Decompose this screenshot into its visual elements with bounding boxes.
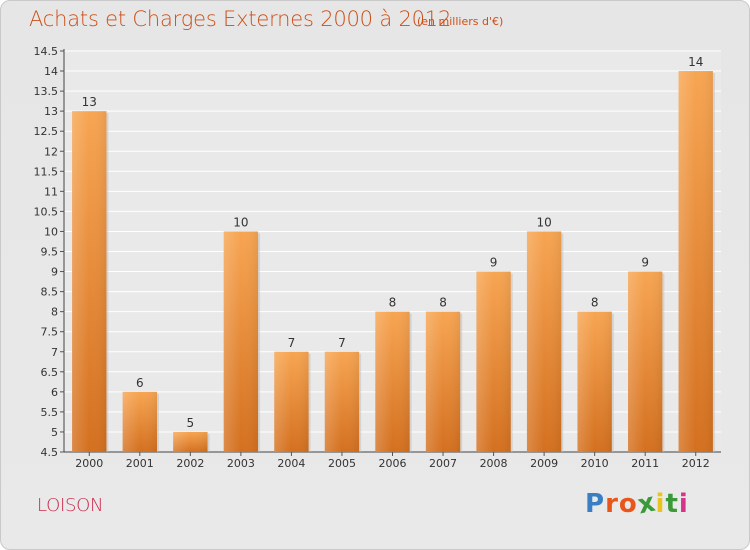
proxiti-logo: Proxiti <box>585 487 689 520</box>
chart-title: Achats et Charges Externes 2000 à 2012 <box>29 7 452 31</box>
y-tick-label: 9 <box>51 266 58 279</box>
y-tick-label: 6 <box>51 386 58 399</box>
y-tick-label: 6.5 <box>41 366 59 379</box>
bar-highlight <box>72 111 107 453</box>
bar-highlight <box>375 311 410 452</box>
y-tick-label: 14 <box>44 65 58 78</box>
bar-value-label: 14 <box>688 55 703 69</box>
x-tick-label: 2002 <box>176 457 204 470</box>
bar-highlight <box>577 311 612 452</box>
bar-value-label: 7 <box>338 336 346 350</box>
y-tick-label: 5.5 <box>41 406 59 419</box>
y-tick-label: 8.5 <box>41 286 59 299</box>
bar-highlight <box>122 391 157 452</box>
bar-value-label: 5 <box>187 416 195 430</box>
x-tick-label: 2005 <box>328 457 356 470</box>
y-tick-label: 14.5 <box>34 45 59 58</box>
logo-letter: r <box>605 489 619 519</box>
logo-letter: i <box>678 489 689 519</box>
bar-value-label: 9 <box>641 256 649 270</box>
bar-highlight <box>628 271 663 452</box>
y-tick-label: 9.5 <box>41 246 59 259</box>
logo-letter: i <box>655 489 666 519</box>
bar-2005 <box>324 351 362 452</box>
x-tick-label: 2011 <box>631 457 659 470</box>
y-tick-label: 7.5 <box>41 326 59 339</box>
y-tick-label: 10.5 <box>34 205 59 218</box>
logo-letter: o <box>618 489 638 519</box>
bar-value-label: 8 <box>591 296 599 310</box>
x-tick-label: 2001 <box>126 457 154 470</box>
x-tick-label: 2006 <box>379 457 407 470</box>
bar-2012 <box>678 71 715 453</box>
x-tick-label: 2004 <box>277 457 305 470</box>
y-tick-label: 13.5 <box>34 85 59 98</box>
axes: 4.5 5 5.5 6 6.5 7 7.5 8 8.5 9 9.5 10 10.5 11 11.5 12 12.… <box>34 45 721 470</box>
bars <box>72 71 715 453</box>
x-tick-label: 2008 <box>480 457 508 470</box>
chart-subtitle: (en milliers d'€) <box>417 15 504 28</box>
y-tick-label: 4.5 <box>41 446 59 459</box>
bar-2006 <box>375 311 412 452</box>
bar-highlight <box>425 311 461 452</box>
x-tick-label: 2003 <box>227 457 255 470</box>
bar-2001 <box>122 391 159 452</box>
bar-2011 <box>628 271 665 452</box>
bar-2008 <box>476 271 513 452</box>
bar-highlight <box>476 271 511 452</box>
x-tick-label: 2009 <box>530 457 558 470</box>
bar-2000 <box>72 111 109 453</box>
bar-2002 <box>173 431 210 452</box>
y-tick-label: 12 <box>44 145 58 158</box>
bar-highlight <box>678 71 713 453</box>
bar-highlight <box>526 231 562 452</box>
bar-value-label: 10 <box>233 215 248 229</box>
bar-2007 <box>425 311 463 452</box>
y-tick-label: 10 <box>44 225 58 238</box>
bar-2010 <box>577 311 614 452</box>
x-tick-label: 2010 <box>581 457 609 470</box>
bar-value-label: 9 <box>490 256 498 270</box>
bar-2003 <box>223 231 261 452</box>
bar-highlight <box>223 231 259 452</box>
bar-2009 <box>526 231 564 452</box>
bar-highlight <box>173 431 208 452</box>
bar-value-label: 13 <box>82 95 97 109</box>
bar-highlight <box>274 351 309 452</box>
y-tick-label: 13 <box>44 105 58 118</box>
bar-highlight <box>324 351 360 452</box>
bar-2004 <box>274 351 311 452</box>
x-tick-label: 2007 <box>429 457 457 470</box>
y-tick-label: 5 <box>51 426 58 439</box>
logo-letter: P <box>585 489 606 519</box>
y-tick-label: 8 <box>51 306 58 319</box>
logo-letter: t <box>665 489 679 519</box>
x-tick-label: 2012 <box>682 457 710 470</box>
town-name: LOISON <box>37 495 104 516</box>
y-tick-label: 7 <box>51 346 58 359</box>
bar-value-label: 6 <box>136 376 144 390</box>
y-tick-label: 11.5 <box>34 165 59 178</box>
bar-value-label: 8 <box>389 296 397 310</box>
bar-value-label: 10 <box>536 215 551 229</box>
bar-value-label: 7 <box>288 336 296 350</box>
bar-value-label: 8 <box>439 296 447 310</box>
x-tick-label: 2000 <box>75 457 103 470</box>
y-tick-label: 11 <box>44 185 58 198</box>
y-tick-label: 12.5 <box>34 125 59 138</box>
labels: 13 6 5 10 7 7 8 8 9 10 8 9 14 <box>82 55 704 430</box>
